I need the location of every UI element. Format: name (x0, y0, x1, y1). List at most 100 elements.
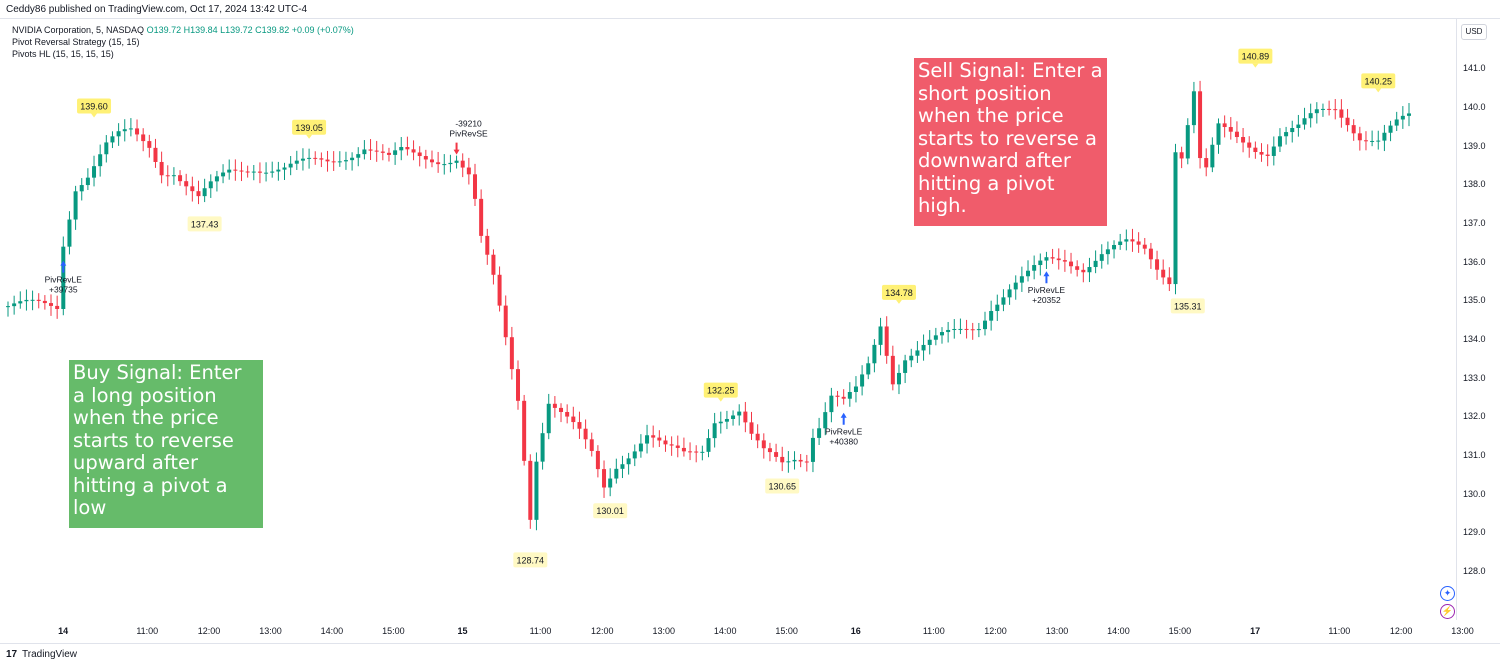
candle-body (1271, 146, 1276, 156)
candle-body (362, 149, 367, 155)
candle-body (313, 157, 318, 159)
pivot-label-text: 130.01 (596, 506, 624, 516)
candle-body (1382, 132, 1387, 141)
candle-body (731, 415, 736, 419)
candle-body (909, 355, 914, 361)
candle-body (1026, 270, 1031, 277)
candle-body (939, 332, 944, 336)
candle-body (1050, 257, 1055, 259)
candle-body (737, 411, 742, 416)
candle-body (325, 159, 330, 162)
candle-body (614, 468, 619, 479)
candle-body (55, 305, 60, 309)
candle-body (184, 181, 189, 187)
signal-name: PivRevLE (45, 275, 83, 285)
candle-body (294, 160, 299, 164)
pivot-label-box (703, 382, 738, 398)
candle-body (1247, 142, 1252, 148)
candle-body (540, 433, 545, 462)
candle-body (270, 171, 275, 173)
candle-body (239, 170, 244, 172)
pivot-label-box (881, 284, 916, 300)
candle-body (626, 458, 631, 465)
strategy-label[interactable]: Pivot Reversal Strategy (15, 15) (12, 37, 140, 47)
candle-body (657, 437, 662, 441)
candle-body (380, 151, 385, 153)
candle-body (1179, 152, 1184, 159)
candle-body (221, 172, 226, 177)
candle-body (73, 191, 78, 220)
candle-body (1241, 137, 1246, 143)
candle-body (1069, 261, 1074, 267)
candle-body (122, 129, 127, 132)
signal-amount: +40380 (829, 437, 858, 447)
pivot-label-text: 139.60 (80, 102, 108, 112)
indicator-label[interactable]: Pivots HL (15, 15, 15, 15) (12, 49, 114, 59)
pivot-label-pointer (306, 134, 313, 139)
candle-body (190, 186, 195, 192)
price-chart[interactable]: 139.60 137.43 139.05 128.74 130.01 132.25 130.… (0, 18, 1456, 620)
time-tick-label: 13:00 (652, 626, 675, 636)
candle-body (534, 461, 539, 520)
candle-body (1253, 147, 1258, 153)
candle-body (1363, 140, 1368, 142)
candle-body (1081, 269, 1086, 273)
candle-body (18, 301, 23, 304)
time-tick-label: 11:00 (1328, 626, 1351, 636)
time-tick-label: 14:00 (713, 626, 737, 636)
candle-body (85, 177, 90, 186)
candle-body (128, 128, 133, 130)
candle-body (165, 175, 170, 177)
candle-body (817, 428, 822, 438)
candle-body (681, 447, 686, 452)
ohlc-values: O139.72 H139.84 L139.72 C139.82 +0.09 (+… (146, 25, 354, 35)
candle-body (1376, 140, 1381, 142)
candle-body (1234, 131, 1239, 138)
currency-button[interactable]: USD (1461, 24, 1487, 40)
candle-body (847, 391, 852, 399)
candle-body (1259, 152, 1264, 155)
pivot-label-box (77, 98, 112, 114)
long-signal-arrow-icon (840, 412, 847, 425)
time-tick-label: 17 (1250, 626, 1261, 636)
candle-body (522, 400, 527, 461)
candle-body (208, 181, 213, 189)
candle-body (1333, 109, 1338, 111)
candle-body (257, 171, 262, 173)
pivot-label-pointer (91, 113, 98, 118)
candle-body (1394, 119, 1399, 126)
candle-body (946, 329, 951, 333)
candle-body (878, 326, 883, 345)
candle-body (1210, 144, 1215, 168)
candle-body (933, 335, 938, 340)
candle-body (755, 433, 760, 441)
candle-body (1118, 241, 1123, 245)
candle-body (810, 437, 815, 462)
candle-body (116, 131, 121, 137)
publisher-text: Ceddy86 published on TradingView.com, Oc… (6, 4, 308, 15)
candle-body (171, 175, 176, 177)
candle-body (307, 157, 312, 159)
candle-body (61, 246, 66, 309)
signal-amount: -39210 (455, 119, 482, 129)
candle-body (565, 411, 570, 417)
pivot-label-box (1238, 48, 1273, 64)
candle-body (718, 421, 723, 424)
price-axis[interactable]: 128.0 129.0 130.0 131.0 132.0 133.0 134.0 135.0… (1456, 18, 1500, 620)
pivot-label-box (1170, 298, 1205, 314)
candle-body (1370, 140, 1375, 142)
candle-body (497, 274, 502, 306)
candle-body (337, 161, 342, 163)
candle-body (24, 299, 29, 302)
candle-body (645, 435, 650, 444)
long-signal-arrow-icon (60, 260, 67, 273)
candle-body (245, 171, 250, 173)
crosshair-icon[interactable]: ✦ (1440, 586, 1455, 601)
candle-body (196, 191, 201, 197)
time-tick-label: 11:00 (529, 626, 552, 636)
pivot-label-text: 134.78 (885, 288, 913, 298)
lightning-icon[interactable]: ⚡ (1440, 604, 1455, 619)
candle-body (761, 440, 766, 449)
pivot-label-box (513, 552, 548, 568)
candle-body (1019, 276, 1024, 283)
